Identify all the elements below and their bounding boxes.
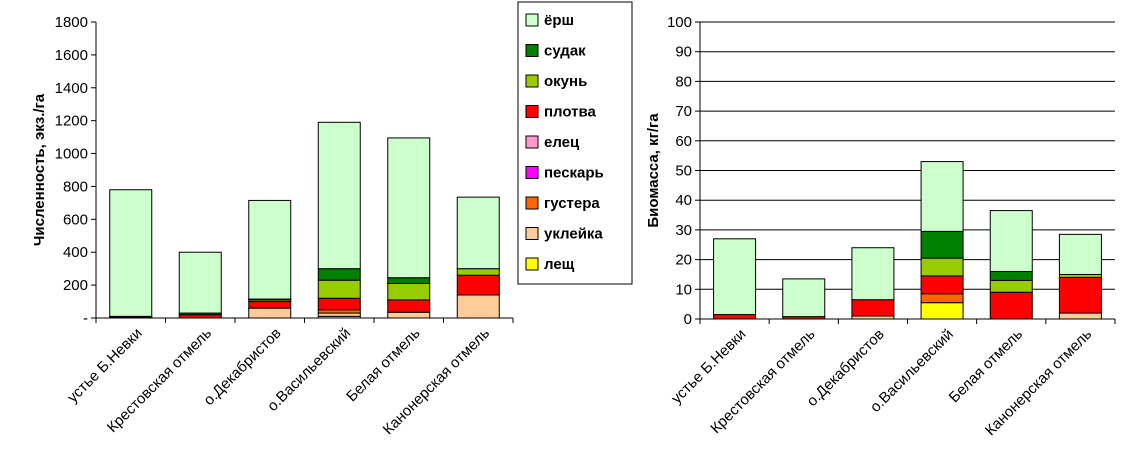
legend-swatch-уклейка (525, 227, 539, 240)
bar-segment-ёрш (109, 189, 153, 317)
bar-segment-плотва (248, 301, 292, 309)
bar-segment-окунь (387, 282, 431, 301)
y-tick-label: 800 (63, 178, 88, 195)
bar-segment-уклейка (387, 311, 431, 319)
bar-segment-ёрш (920, 161, 964, 232)
legend-label: ёрш (544, 12, 574, 29)
y-tick-label: 20 (675, 252, 692, 269)
y-tick-label: 1200 (55, 113, 88, 130)
bar-segment-ёрш (456, 196, 500, 270)
y-tick-label: 10 (675, 281, 692, 298)
legend-swatch-ёрш (525, 13, 539, 27)
legend-label: плотва (544, 104, 597, 121)
y-tick-label: 70 (675, 103, 692, 120)
bar-segment-плотва (317, 297, 361, 311)
legend-swatch-плотва (525, 105, 539, 118)
y-tick-label: 90 (675, 44, 692, 61)
bar-segment-судак (317, 268, 361, 281)
bar-segment-ёрш (317, 121, 361, 270)
y-tick-label: 60 (675, 133, 692, 150)
bar-segment-плотва (989, 291, 1033, 320)
bar-segment-ёрш (851, 247, 895, 301)
legend: ёрш судак окунь плотва елец пескарь густера укл… (517, 1, 633, 285)
y-tick-label: 1800 (55, 14, 88, 31)
y-tick-label: 1400 (55, 80, 88, 97)
legend-swatch-лещ (525, 257, 539, 271)
y-tick-label: 600 (63, 211, 88, 228)
bar-segment-уклейка (1058, 312, 1102, 320)
bar-segment-ёрш (387, 137, 431, 279)
legend-label: густера (544, 195, 600, 212)
bar-segment-ёрш (782, 278, 826, 318)
bar-segment-судак (920, 230, 964, 259)
y-tick-label: 400 (63, 244, 88, 261)
bar-segment-лещ (920, 302, 964, 320)
bar-segment-судак (989, 270, 1033, 281)
bar-segment-ёрш (1058, 233, 1102, 275)
legend-label: судак (544, 43, 586, 60)
y-tick-label: 0 (684, 311, 692, 328)
legend-swatch-пескарь (525, 166, 539, 179)
legend-label: окунь (544, 73, 587, 90)
bar-segment-окунь (317, 279, 361, 299)
bar-segment-плотва (1058, 276, 1102, 314)
bar-segment-уклейка (248, 307, 292, 319)
legend-swatch-елец (525, 135, 539, 149)
legend-label: уклейка (544, 226, 603, 243)
y-tick-label: 40 (675, 192, 692, 209)
y-tick-label: - (83, 310, 88, 327)
bar-segment-ёрш (713, 238, 757, 316)
bar-segment-ёрш (989, 210, 1033, 272)
y-tick-label: 1600 (55, 47, 88, 64)
bar-segment-плотва (713, 314, 757, 320)
bar-segment-окунь (920, 257, 964, 277)
y-axis-title: Численность, экз./га (31, 93, 48, 246)
y-axis-title: Биомасса, кг/га (645, 113, 662, 228)
bar-segment-окунь (989, 279, 1033, 293)
legend-swatch-окунь (525, 74, 539, 88)
bar-segment-уклейка (456, 294, 500, 319)
legend-swatch-густера (525, 196, 539, 210)
bar-segment-судак (387, 277, 431, 284)
legend-label: елец (544, 134, 580, 151)
bar-segment-ёрш (248, 199, 292, 300)
legend-swatch-судак (525, 44, 539, 57)
legend-label: лещ (544, 256, 575, 273)
y-tick-label: 100 (667, 14, 692, 31)
bar-segment-окунь (456, 268, 500, 276)
bar-segment-густера (920, 293, 964, 304)
y-tick-label: 80 (675, 73, 692, 90)
bar-segment-плотва (387, 299, 431, 313)
bar-segment-ёрш (178, 251, 222, 314)
y-tick-label: 30 (675, 222, 692, 239)
y-tick-label: 50 (675, 163, 692, 180)
y-tick-label: 1000 (55, 146, 88, 163)
bar-segment-плотва (456, 274, 500, 296)
bar-segment-плотва (920, 275, 964, 295)
legend-label: пескарь (544, 165, 604, 182)
y-tick-label: 200 (63, 277, 88, 294)
bar-segment-плотва (851, 299, 895, 317)
